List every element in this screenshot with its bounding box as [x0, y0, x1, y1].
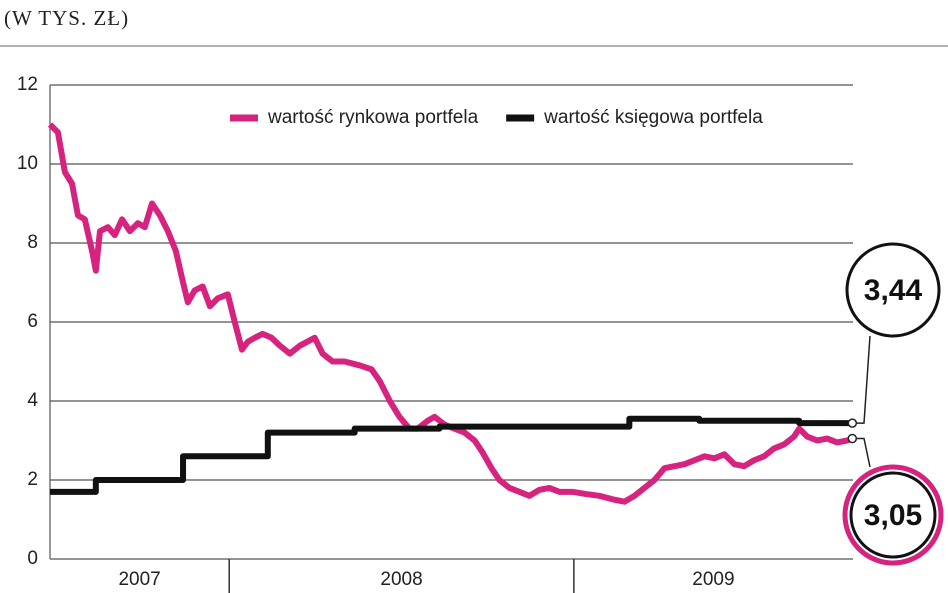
line-series: [50, 415, 853, 495]
callout-leader: [852, 335, 871, 424]
callout-point: [847, 433, 858, 444]
legend-label: wartość księgowa portfela: [543, 107, 763, 128]
callout-point: [847, 418, 858, 428]
y-tick-label: 0: [27, 548, 38, 569]
y-tick-label: 12: [17, 74, 38, 95]
legend-label: wartość rynkowa portfela: [267, 107, 479, 128]
callout-circle: [845, 242, 941, 338]
y-tick-label: 2: [27, 469, 38, 490]
x-period-label: 2008: [380, 569, 422, 590]
y-tick-label: 10: [17, 153, 38, 174]
callout-circle: [849, 471, 937, 559]
y-tick-label: 4: [27, 390, 38, 411]
x-period-label: 2007: [118, 569, 160, 590]
line-series: [47, 122, 854, 505]
value-label: 3,44: [864, 274, 923, 307]
chart-subtitle: (W TYS. ZŁ): [4, 6, 129, 30]
x-period-label: 2009: [692, 569, 734, 590]
value-label: 3,05: [864, 499, 922, 532]
y-tick-label: 6: [27, 311, 38, 332]
y-tick-label: 8: [27, 232, 38, 253]
callout-leader: [852, 437, 871, 468]
